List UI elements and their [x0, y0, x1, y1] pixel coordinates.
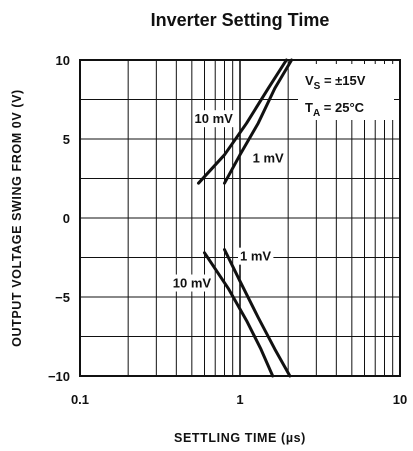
series-annotation: 10 mV: [173, 276, 212, 291]
y-tick-label: 0: [63, 211, 70, 226]
series-annotation: 1 mV: [253, 151, 284, 166]
y-axis-label: OUTPUT VOLTAGE SWING FROM 0V (V): [10, 89, 24, 347]
y-tick-labels: 10 5 0 −5 −10: [48, 53, 70, 384]
condition-vs: VS = ±15V: [305, 73, 366, 92]
series-line-2: [203, 251, 275, 378]
condition-ta: TA = 25°C: [305, 100, 365, 119]
series-annotation: 10 mV: [195, 111, 234, 126]
series-line-3: [223, 248, 292, 378]
x-axis-label: SETTLING TIME (µs): [174, 431, 306, 445]
series-annotations: 10 mV 1 mV 1 mV 10 mV: [170, 110, 287, 292]
annotation-bg: [192, 110, 236, 128]
annotation-bg: [170, 274, 214, 292]
series-line-1: [223, 58, 294, 185]
x-tick-label: 1: [236, 392, 243, 407]
annotation-bg: [238, 247, 274, 265]
y-tick-label: −10: [48, 369, 70, 384]
y-tick-label: 10: [56, 53, 70, 68]
y-tick-label: 5: [63, 132, 70, 147]
series-line-0: [197, 58, 288, 185]
y-tick-label: −5: [55, 290, 70, 305]
annotation-bg: [250, 149, 287, 167]
conditions-box-bg: [298, 64, 394, 120]
plot-frame: [79, 59, 401, 377]
series-annotation: 1 mV: [240, 249, 271, 264]
x-tick-labels: 0.1 1 10: [71, 392, 407, 407]
x-tick-label: 10: [393, 392, 407, 407]
x-tick-label: 0.1: [71, 392, 89, 407]
chart-title: Inverter Setting Time: [151, 10, 330, 30]
chart-series: [197, 58, 294, 378]
